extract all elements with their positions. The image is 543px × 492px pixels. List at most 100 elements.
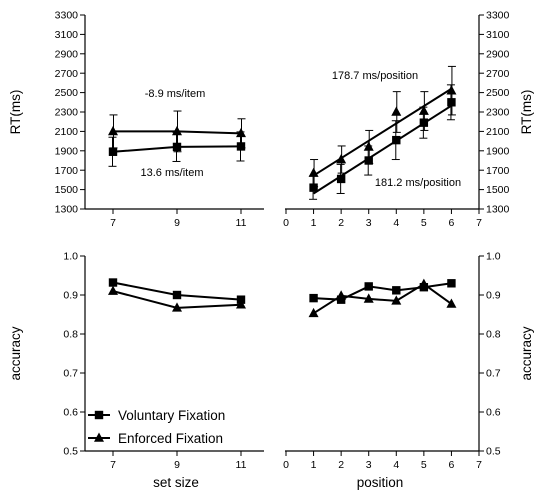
slope-annotation: -8.9 ms/item bbox=[145, 88, 206, 100]
legend-label: Enforced Fixation bbox=[118, 431, 223, 446]
legend-square-icon bbox=[94, 410, 104, 420]
y-tick-label: 3100 bbox=[486, 29, 510, 41]
data-point-square bbox=[392, 286, 401, 295]
data-point-triangle bbox=[172, 302, 182, 312]
data-point-triangle bbox=[236, 127, 246, 138]
x-tick-label: 6 bbox=[449, 217, 455, 229]
x-tick-label: 0 bbox=[283, 459, 289, 471]
fit-line bbox=[313, 87, 452, 177]
y-tick-label: 2300 bbox=[486, 107, 510, 119]
y-tick-label: 3300 bbox=[55, 10, 79, 22]
x-tick-label: 7 bbox=[110, 459, 116, 471]
x-tick-label: 11 bbox=[236, 459, 247, 471]
data-point-triangle bbox=[236, 299, 246, 309]
y-tick-label: 2500 bbox=[55, 87, 79, 99]
y-tick-label: 1.0 bbox=[63, 251, 78, 263]
data-point-triangle bbox=[336, 154, 347, 164]
x-tick-label: 11 bbox=[236, 217, 247, 229]
y-tick-label: 3100 bbox=[55, 29, 79, 41]
data-point-square bbox=[108, 278, 118, 287]
x-tick-label: 4 bbox=[393, 217, 399, 229]
x-tick-label: 7 bbox=[476, 217, 482, 229]
legend-triangle-icon bbox=[94, 432, 104, 442]
data-point-square bbox=[447, 279, 456, 288]
data-point-square bbox=[309, 183, 318, 192]
y-tick-label: 0.6 bbox=[486, 407, 501, 419]
data-point-square bbox=[392, 135, 401, 145]
data-point-square bbox=[419, 118, 429, 127]
data-point-triangle bbox=[336, 290, 347, 300]
x-tick-label: 3 bbox=[366, 217, 372, 229]
y-axis-label: RT(ms) bbox=[519, 90, 534, 135]
data-point-triangle bbox=[391, 106, 402, 116]
series-line bbox=[313, 282, 452, 301]
x-tick-label: 5 bbox=[421, 459, 427, 471]
y-tick-label: 1500 bbox=[486, 184, 510, 196]
data-point-triangle bbox=[446, 85, 457, 95]
y-tick-label: 0.8 bbox=[486, 329, 501, 341]
legend-label: Voluntary Fixation bbox=[118, 408, 225, 423]
data-point-square bbox=[336, 295, 346, 304]
data-point-triangle bbox=[418, 278, 429, 288]
x-axis-label: position bbox=[357, 475, 404, 490]
y-axis-label: RT(ms) bbox=[8, 90, 23, 135]
y-tick-label: 0.7 bbox=[63, 368, 78, 380]
x-tick-label: 7 bbox=[476, 459, 482, 471]
x-tick-label: 5 bbox=[421, 217, 427, 229]
data-point-triangle bbox=[308, 307, 319, 318]
data-point-triangle bbox=[391, 295, 402, 305]
x-tick-label: 3 bbox=[366, 459, 372, 471]
data-point-square bbox=[309, 293, 318, 303]
y-tick-label: 2700 bbox=[55, 68, 79, 80]
y-tick-label: 1700 bbox=[55, 165, 79, 177]
data-point-square bbox=[336, 174, 346, 184]
data-point-square bbox=[172, 290, 182, 300]
x-tick-label: 4 bbox=[393, 459, 399, 471]
data-point-triangle bbox=[446, 298, 457, 308]
y-tick-label: 2300 bbox=[55, 107, 79, 119]
x-tick-label: 6 bbox=[449, 459, 455, 471]
y-tick-label: 1300 bbox=[486, 204, 510, 216]
y-tick-label: 2700 bbox=[486, 68, 510, 80]
y-tick-label: 1900 bbox=[486, 145, 510, 157]
data-point-triangle bbox=[108, 125, 118, 136]
y-axis-label: accuracy bbox=[8, 326, 23, 380]
y-tick-label: 1300 bbox=[55, 204, 79, 216]
data-point-triangle bbox=[363, 141, 374, 151]
x-axis-label: set size bbox=[153, 475, 199, 490]
slope-annotation: 13.6 ms/item bbox=[141, 167, 204, 179]
y-tick-label: 0.5 bbox=[63, 446, 78, 458]
data-point-triangle bbox=[108, 285, 118, 295]
y-tick-label: 0.6 bbox=[63, 407, 78, 419]
y-tick-label: 1700 bbox=[486, 165, 510, 177]
y-tick-label: 2900 bbox=[55, 48, 79, 60]
fit-line bbox=[313, 104, 452, 195]
x-tick-label: 9 bbox=[174, 217, 180, 229]
y-tick-label: 1.0 bbox=[486, 251, 501, 263]
y-tick-label: 0.9 bbox=[486, 290, 501, 302]
y-tick-label: 2500 bbox=[486, 87, 510, 99]
y-axis-label: accuracy bbox=[519, 326, 534, 380]
x-tick-label: 0 bbox=[283, 217, 289, 229]
x-tick-label: 2 bbox=[338, 459, 344, 471]
data-point-square bbox=[364, 282, 373, 291]
data-point-triangle bbox=[308, 167, 319, 177]
y-tick-label: 1500 bbox=[55, 184, 79, 196]
data-point-triangle bbox=[363, 293, 374, 303]
slope-annotation: 178.7 ms/position bbox=[332, 70, 418, 82]
y-tick-label: 1900 bbox=[55, 145, 79, 157]
x-tick-label: 7 bbox=[110, 217, 116, 229]
slope-annotation: 181.2 ms/position bbox=[375, 177, 461, 189]
x-tick-label: 9 bbox=[174, 459, 180, 471]
y-tick-label: 0.9 bbox=[63, 290, 78, 302]
y-tick-label: 0.5 bbox=[486, 446, 501, 458]
data-point-square bbox=[108, 147, 118, 156]
y-tick-label: 2100 bbox=[55, 126, 79, 138]
y-tick-label: 2100 bbox=[486, 126, 510, 138]
y-tick-label: 2900 bbox=[486, 48, 510, 60]
x-tick-label: 2 bbox=[338, 217, 344, 229]
y-tick-label: 0.8 bbox=[63, 329, 78, 341]
data-point-triangle bbox=[172, 125, 182, 136]
x-tick-label: 1 bbox=[311, 217, 317, 229]
